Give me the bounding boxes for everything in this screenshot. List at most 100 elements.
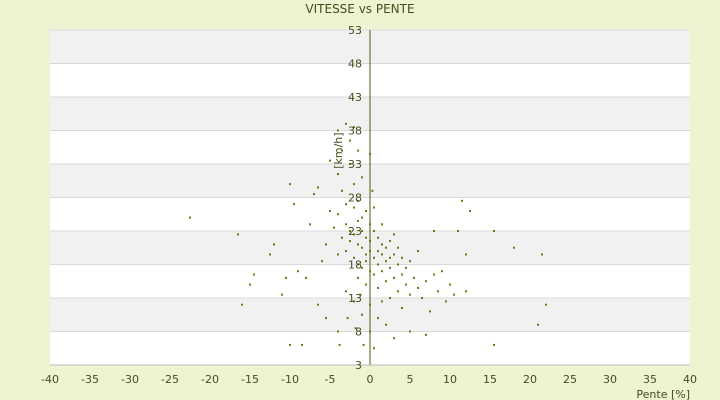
data-point bbox=[385, 260, 387, 263]
data-point bbox=[361, 230, 363, 232]
data-point bbox=[409, 330, 411, 333]
y-tick-label: 28 bbox=[348, 192, 362, 205]
data-point bbox=[353, 183, 355, 186]
data-point bbox=[377, 317, 379, 320]
data-point bbox=[373, 256, 375, 259]
data-point bbox=[325, 243, 327, 246]
data-point bbox=[389, 297, 391, 299]
data-point bbox=[337, 129, 339, 132]
y-tick-label: 8 bbox=[355, 326, 362, 339]
x-tick-label: 10 bbox=[443, 373, 457, 386]
data-point bbox=[417, 250, 419, 253]
x-tick-label: 5 bbox=[407, 373, 414, 386]
data-point bbox=[365, 236, 367, 239]
data-point bbox=[433, 230, 435, 232]
data-point bbox=[357, 199, 359, 202]
data-point bbox=[329, 159, 331, 162]
data-point bbox=[369, 330, 371, 333]
data-point bbox=[341, 236, 343, 239]
data-point bbox=[317, 186, 319, 189]
data-point bbox=[337, 213, 339, 216]
data-point bbox=[453, 293, 455, 296]
data-point bbox=[337, 173, 339, 176]
data-point bbox=[345, 223, 347, 226]
data-point bbox=[305, 276, 307, 279]
data-point bbox=[345, 290, 347, 293]
data-point bbox=[357, 263, 359, 266]
data-point bbox=[281, 293, 283, 296]
data-point bbox=[389, 240, 391, 243]
data-point bbox=[285, 276, 287, 279]
data-point bbox=[369, 303, 371, 306]
data-point bbox=[545, 303, 547, 306]
x-tick-label: 0 bbox=[367, 373, 374, 386]
data-point bbox=[357, 243, 359, 246]
y-tick-label: 3 bbox=[355, 359, 362, 372]
data-point bbox=[349, 240, 351, 243]
data-point bbox=[421, 297, 423, 299]
data-point bbox=[249, 283, 251, 286]
data-point bbox=[433, 273, 435, 276]
data-point bbox=[397, 263, 399, 266]
data-point bbox=[417, 286, 419, 289]
data-point bbox=[273, 243, 275, 246]
data-point bbox=[373, 273, 375, 276]
data-point bbox=[289, 343, 291, 346]
data-point bbox=[369, 250, 371, 253]
data-point bbox=[385, 323, 387, 326]
data-point bbox=[381, 300, 383, 303]
data-point bbox=[297, 270, 299, 273]
data-point bbox=[337, 253, 339, 256]
data-point bbox=[493, 230, 495, 232]
data-point bbox=[321, 260, 323, 263]
y-tick-label: 33 bbox=[348, 158, 362, 171]
data-point bbox=[393, 253, 395, 256]
data-point bbox=[389, 266, 391, 269]
data-point bbox=[361, 176, 363, 179]
data-point bbox=[461, 199, 463, 202]
data-point bbox=[397, 246, 399, 249]
data-point bbox=[425, 333, 427, 336]
data-point bbox=[357, 276, 359, 279]
data-point bbox=[346, 317, 349, 320]
data-point bbox=[359, 293, 362, 296]
data-point bbox=[449, 283, 451, 286]
data-point bbox=[353, 233, 355, 236]
data-point bbox=[413, 276, 415, 279]
data-point bbox=[357, 219, 359, 222]
data-point bbox=[369, 223, 371, 226]
x-tick-label: 20 bbox=[523, 373, 537, 386]
data-point bbox=[401, 256, 403, 259]
data-point bbox=[425, 280, 427, 283]
data-point bbox=[385, 280, 387, 283]
data-point bbox=[309, 223, 311, 226]
data-point bbox=[457, 230, 459, 232]
data-point bbox=[354, 327, 357, 330]
data-point bbox=[353, 256, 355, 259]
data-point bbox=[337, 330, 339, 333]
y-tick-label: 53 bbox=[348, 24, 362, 37]
data-point bbox=[493, 343, 495, 346]
data-point bbox=[405, 266, 407, 269]
y-axis-label: [km/h] bbox=[332, 132, 345, 168]
data-point bbox=[325, 317, 327, 320]
data-point bbox=[385, 246, 387, 249]
x-tick-label: -30 bbox=[121, 373, 139, 386]
x-tick-labels: -40 -35 -30 -25 -20 -15 -10 -5 0 5 10 15 20 25 30 35 40 bbox=[41, 373, 697, 386]
x-tick-label: -35 bbox=[81, 373, 99, 386]
data-point bbox=[465, 253, 467, 256]
data-point bbox=[269, 253, 271, 256]
data-point bbox=[373, 230, 375, 232]
data-point bbox=[445, 300, 447, 303]
data-point bbox=[365, 260, 367, 263]
data-point bbox=[333, 226, 335, 229]
x-tick-label: -25 bbox=[161, 373, 179, 386]
data-point bbox=[365, 283, 367, 286]
y-tick-label: 43 bbox=[348, 91, 362, 104]
data-point bbox=[357, 149, 359, 152]
data-point bbox=[401, 273, 403, 276]
y-tick-label: 18 bbox=[348, 259, 362, 272]
data-point bbox=[381, 270, 383, 273]
data-point bbox=[289, 183, 291, 186]
x-tick-label: 35 bbox=[643, 373, 657, 386]
